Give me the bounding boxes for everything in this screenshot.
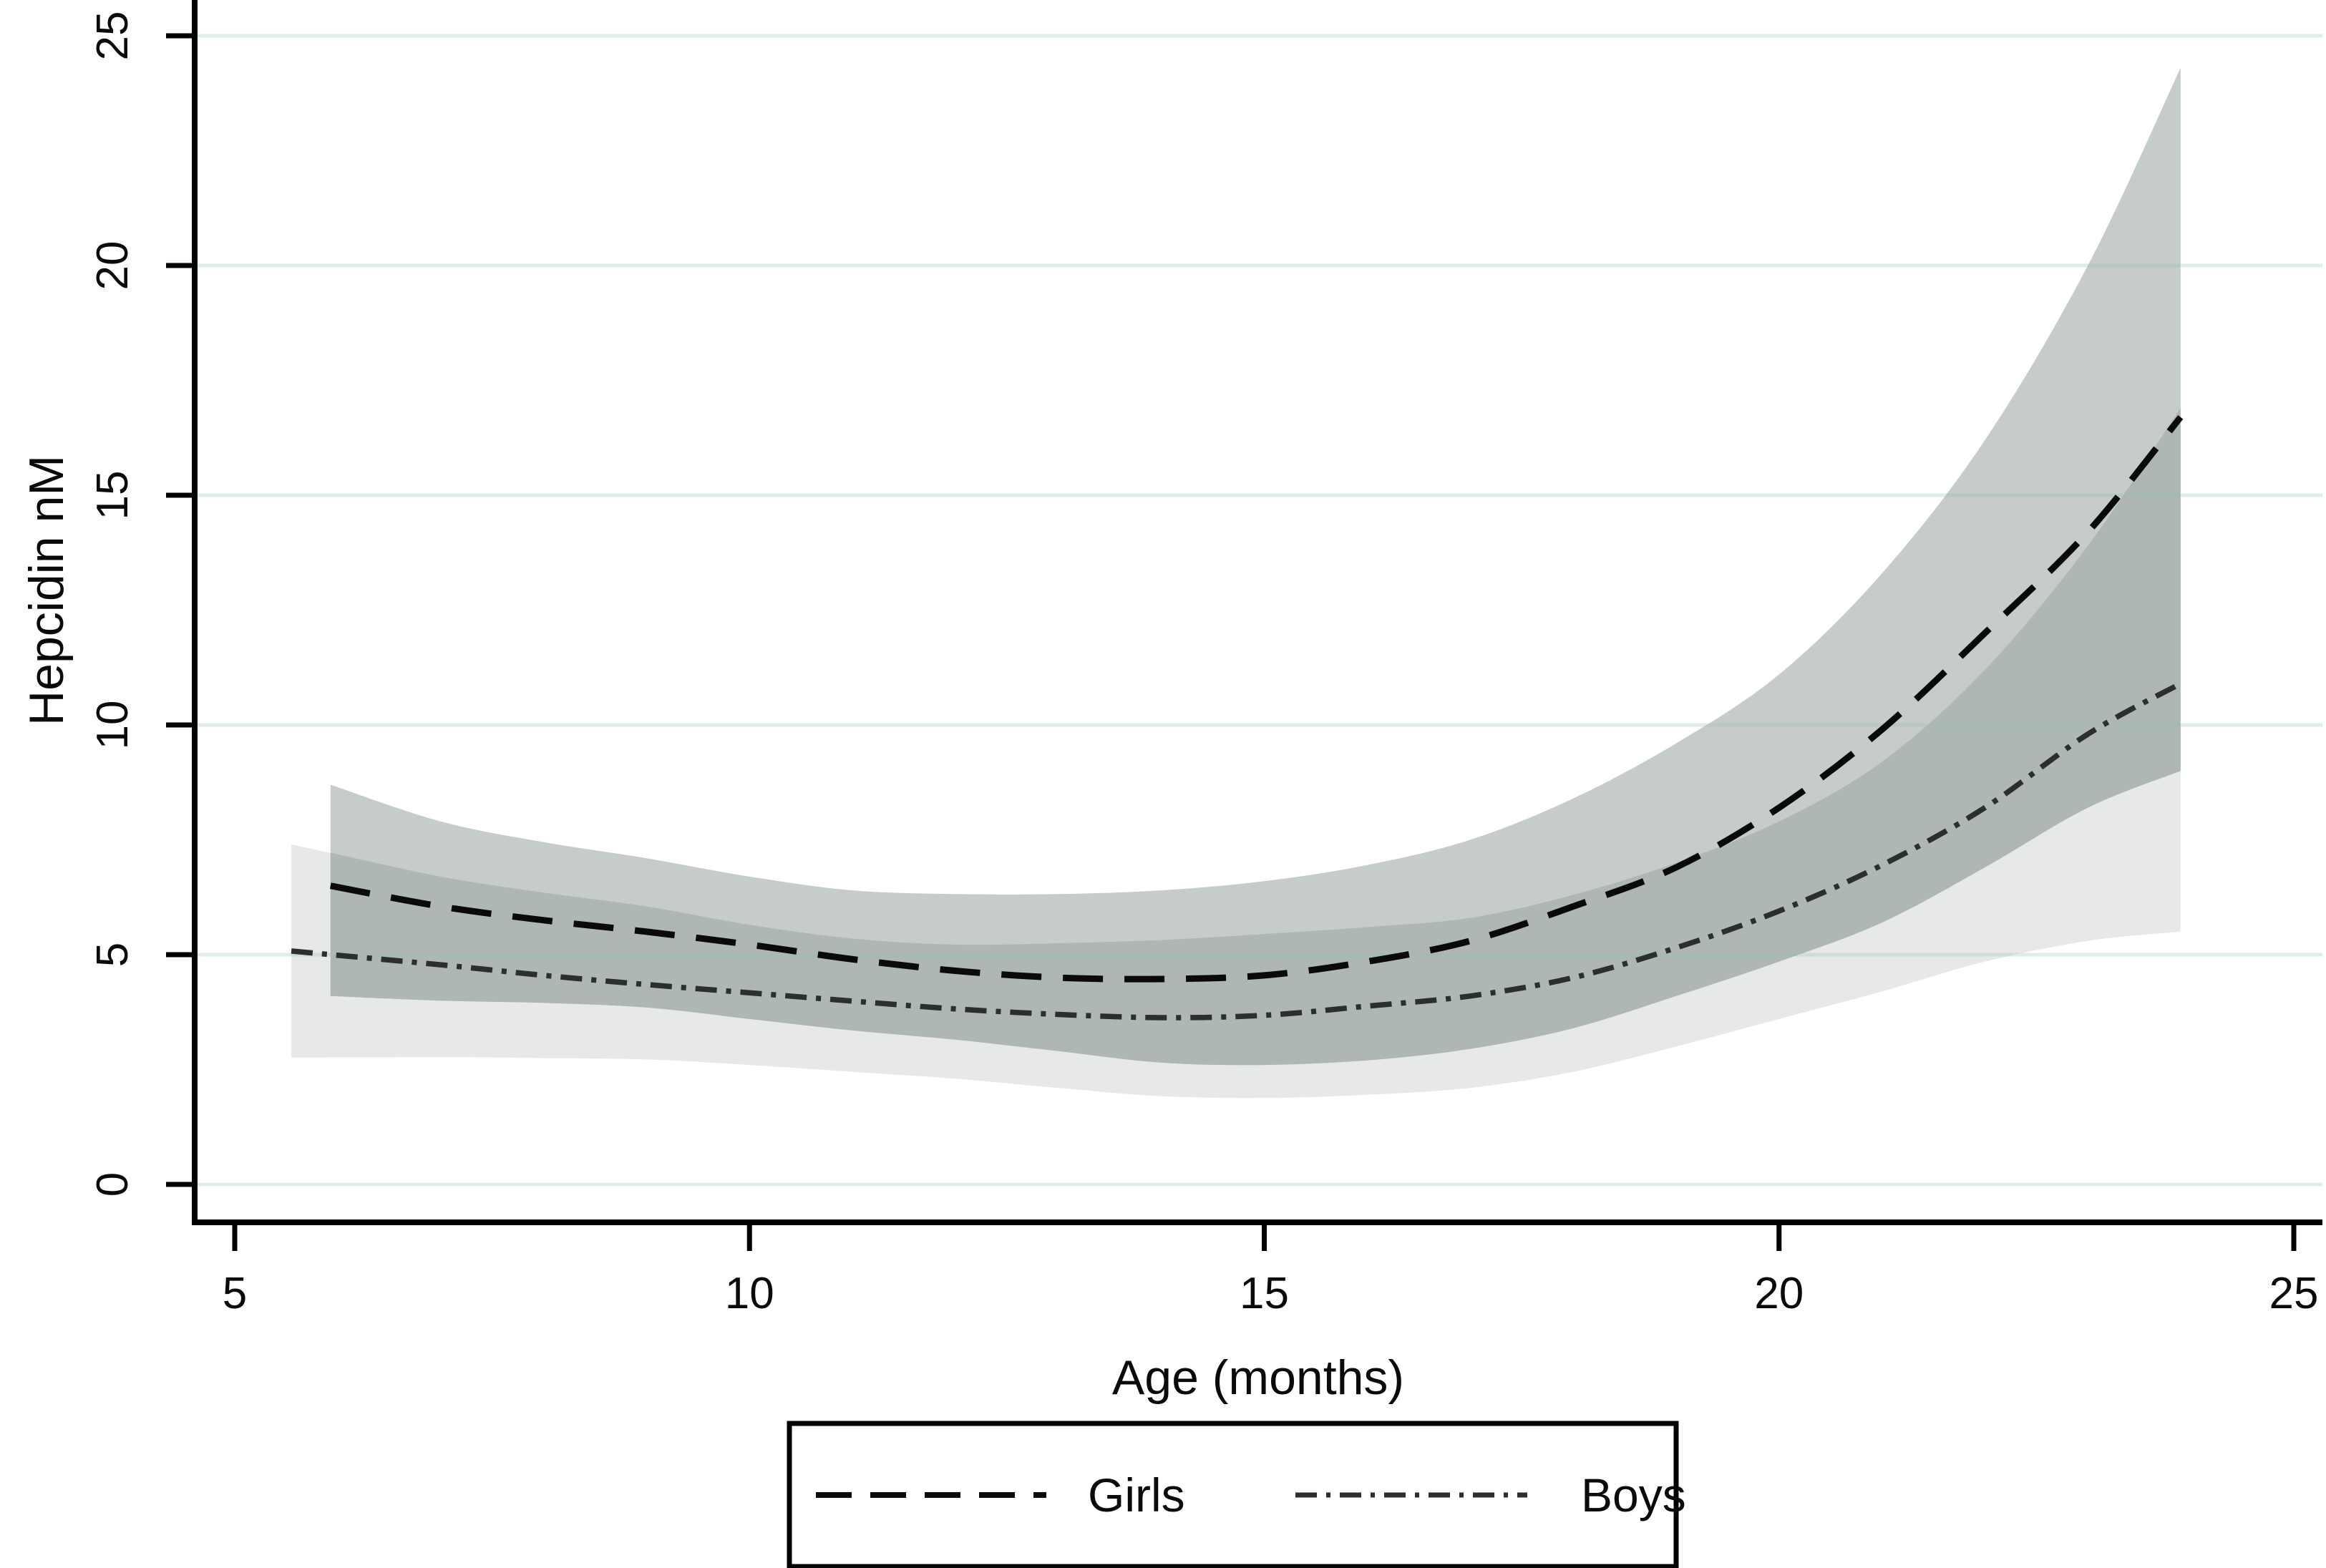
axes	[166, 0, 2322, 1251]
curves	[291, 415, 2184, 1021]
girls-line	[329, 415, 2184, 983]
gridlines	[195, 34, 2322, 1187]
boys-line	[291, 681, 2182, 1021]
ci-overlap-band	[330, 408, 2181, 1066]
legend-boys-label: Boys	[1581, 1469, 1686, 1521]
y-tick-label-5: 5	[88, 943, 137, 967]
x-tick-label-20: 20	[1754, 1269, 1804, 1318]
x-axis-title: Age (months)	[1112, 1350, 1404, 1405]
y-tick-label-25: 25	[88, 11, 137, 61]
legend-girls-label: Girls	[1088, 1469, 1185, 1521]
confidence-bands	[291, 67, 2181, 1099]
x-tick-label-10: 10	[725, 1269, 774, 1318]
y-axis-title: Hepcidin nM	[19, 455, 74, 726]
legend-box	[787, 1421, 1679, 1568]
y-tick-label-20: 20	[88, 241, 137, 291]
y-tick-label-0: 0	[88, 1172, 137, 1197]
x-tick-label-15: 15	[1240, 1269, 1289, 1318]
girls-ci-band	[330, 67, 2181, 1066]
y-tick-label-10: 10	[88, 701, 137, 750]
x-tick-label-25: 25	[2269, 1269, 2319, 1318]
y-tick-label-15: 15	[88, 471, 137, 520]
tick-labels: 0 5 10 15 20 25 5 10 15 20 25	[88, 11, 2318, 1318]
x-tick-label-5: 5	[223, 1269, 247, 1318]
legend: Girls Boys	[787, 1421, 1686, 1568]
